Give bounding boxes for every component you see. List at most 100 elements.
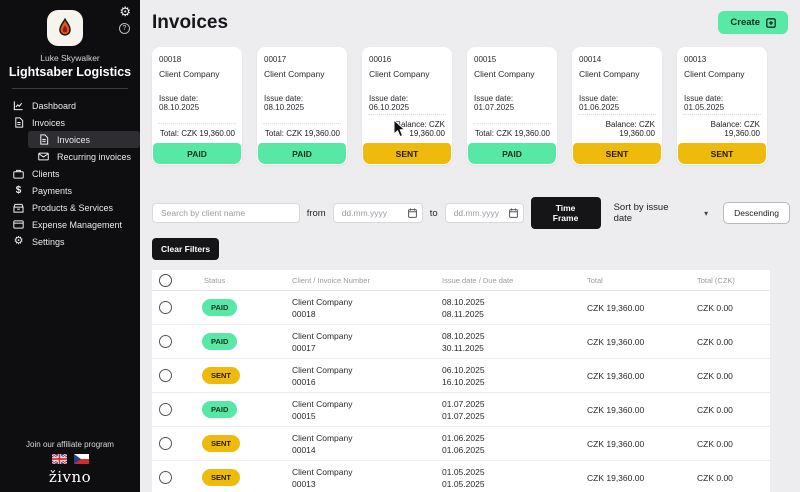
expense-icon (13, 219, 24, 230)
table-row[interactable]: SENT Client Company 00014 01.06.2025 01.06… (152, 427, 770, 461)
invoice-card[interactable]: 00015 Client Company Issue date: 01.07.2… (467, 47, 557, 165)
sort-dropdown-label: Sort by issue date (613, 202, 669, 224)
date-to-input[interactable] (444, 203, 524, 223)
issue-date: Issue date: 01.07.2025 (474, 94, 515, 112)
row-issue-date: 08.10.2025 (442, 296, 485, 307)
column-header-client: Client / Invoice Number (292, 275, 370, 285)
row-invoice-number: 00013 (292, 478, 316, 489)
row-radio[interactable] (159, 369, 172, 382)
help-icon[interactable]: ? (119, 23, 130, 34)
invoice-number: 00015 (474, 55, 497, 64)
table-row[interactable]: PAID Client Company 00017 08.10.2025 30.11… (152, 325, 770, 359)
column-header-total-czk: Total (CZK) (697, 275, 735, 285)
invoice-card[interactable]: 00017 Client Company Issue date: 08.10.2… (257, 47, 347, 165)
products-icon (13, 202, 24, 213)
date-from-input[interactable] (332, 203, 423, 223)
table-row[interactable]: PAID Client Company 00015 01.07.2025 01.07… (152, 393, 770, 427)
row-issue-date: 06.10.2025 (442, 364, 485, 375)
row-radio[interactable] (159, 437, 172, 450)
nav-label: Recurring invoices (57, 151, 132, 162)
card-divider (578, 114, 656, 115)
card-divider (263, 123, 341, 124)
settings-gear-icon[interactable]: ⚙ (119, 4, 131, 19)
row-invoice-number: 00016 (292, 376, 316, 387)
card-amount: Balance: CZK 19,360.00 (710, 120, 760, 138)
row-total-czk: CZK 0.00 (697, 336, 733, 347)
main-content: Invoices Create 00018 Client Company Iss… (140, 0, 800, 492)
nav-label: Dashboard (32, 100, 77, 111)
row-radio[interactable] (159, 335, 172, 348)
row-radio[interactable] (159, 471, 172, 484)
invoice-number: 00017 (264, 55, 287, 64)
issue-date: Issue date: 08.10.2025 (264, 94, 305, 112)
date-to-field[interactable] (445, 204, 523, 222)
row-invoice-number: 00015 (292, 410, 316, 421)
client-name: Client Company (264, 69, 325, 79)
sidebar-item-invoices-sub[interactable]: Invoices (28, 131, 140, 148)
row-total: CZK 19,360.00 (587, 336, 645, 347)
invoice-card[interactable]: 00014 Client Company Issue date: 01.06.2… (572, 47, 662, 165)
row-total: CZK 19,360.00 (587, 438, 645, 449)
card-divider (368, 114, 446, 115)
status-badge: SENT (202, 469, 241, 486)
select-all-radio[interactable] (159, 273, 172, 287)
uk-flag-icon[interactable] (51, 454, 67, 464)
status-badge: SENT (573, 143, 661, 164)
table-header-row: Status Client / Invoice Number Issue dat… (152, 270, 770, 291)
sidebar-item-settings[interactable]: ⚙ Settings (0, 233, 140, 250)
create-button[interactable]: Create (718, 11, 788, 34)
date-from-field[interactable] (333, 204, 422, 222)
card-amount: Balance: CZK 19,360.00 (605, 120, 655, 138)
status-badge: PAID (202, 401, 238, 418)
status-badge: SENT (363, 143, 451, 164)
status-badge: PAID (202, 333, 238, 350)
recurring-invoices-icon (38, 151, 49, 162)
sidebar-item-recurring-invoices[interactable]: Recurring invoices (28, 148, 140, 165)
row-due-date: 01.05.2025 (442, 478, 485, 489)
nav-label: Clients (32, 168, 60, 179)
invoice-card[interactable]: 00013 Client Company Issue date: 01.05.2… (677, 47, 767, 165)
row-due-date: 01.06.2025 (442, 444, 485, 455)
sidebar-item-dashboard[interactable]: Dashboard (0, 97, 140, 114)
issue-date: Issue date: 06.10.2025 (369, 94, 410, 112)
sidebar-item-expense-management[interactable]: Expense Management (0, 216, 140, 233)
affiliate-link[interactable]: Join our affiliate program (26, 440, 114, 449)
invoices-table: Status Client / Invoice Number Issue dat… (152, 270, 770, 492)
sort-direction-button[interactable]: Descending (723, 202, 791, 224)
filter-bar: from to Time Frame Sort by issue date ▾ … (152, 197, 791, 229)
sidebar-item-invoices[interactable]: Invoices (0, 114, 140, 131)
clients-icon (13, 168, 24, 179)
invoice-card[interactable]: 00018 Client Company Issue date: 08.10.2… (152, 47, 242, 165)
row-radio[interactable] (159, 403, 172, 416)
table-row[interactable]: PAID Client Company 00018 08.10.2025 08.11… (152, 291, 770, 325)
time-frame-button[interactable]: Time Frame (530, 197, 601, 229)
app-logo (47, 10, 83, 46)
chevron-down-icon: ▾ (704, 208, 709, 218)
column-header-total: Total (587, 275, 603, 285)
row-radio[interactable] (159, 301, 172, 314)
row-issue-date: 01.05.2025 (442, 466, 485, 477)
card-amount: Total: CZK 19,360.00 (474, 129, 550, 138)
card-divider (473, 123, 551, 124)
row-total-czk: CZK 0.00 (697, 302, 733, 313)
invoice-number: 00013 (684, 55, 707, 64)
nav-label: Products & Services (32, 202, 114, 213)
page-title: Invoices (152, 12, 229, 33)
clear-filters-button[interactable]: Clear Filters (152, 238, 220, 260)
sidebar: ⚙ ? Luke Skywalker Lightsaber Logistics … (0, 0, 140, 492)
sidebar-item-products-services[interactable]: Products & Services (0, 199, 140, 216)
sort-dropdown[interactable]: Sort by issue date ▾ (614, 202, 709, 224)
row-due-date: 08.11.2025 (442, 308, 484, 319)
sidebar-item-payments[interactable]: $ Payments (0, 182, 140, 199)
sidebar-item-clients[interactable]: Clients (0, 165, 140, 182)
row-client: Client Company (292, 330, 353, 341)
invoice-card[interactable]: 00016 Client Company Issue date: 06.10.2… (362, 47, 452, 165)
status-badge: PAID (468, 143, 556, 164)
table-row[interactable]: SENT Client Company 00016 06.10.2025 16.10… (152, 359, 770, 393)
row-due-date: 30.11.2025 (442, 342, 484, 353)
search-input[interactable] (152, 203, 300, 223)
status-badge: SENT (678, 143, 766, 164)
row-total-czk: CZK 0.00 (697, 472, 733, 483)
cz-flag-icon[interactable] (73, 454, 89, 464)
table-row[interactable]: SENT Client Company 00013 01.05.2025 01.05… (152, 461, 770, 492)
